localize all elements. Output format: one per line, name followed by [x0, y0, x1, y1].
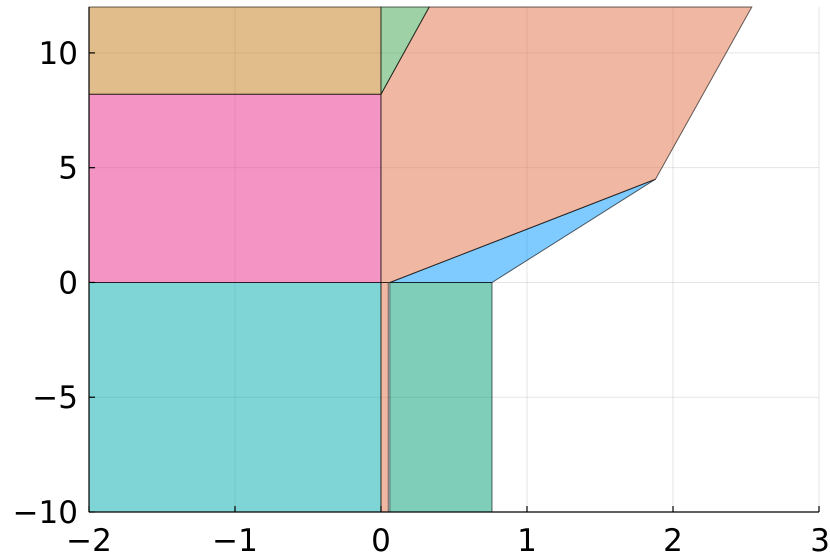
x-tick-label: −2 — [66, 523, 112, 554]
region-1 — [88, 282, 382, 513]
y-tick-label: 0 — [58, 265, 78, 301]
x-tick-label: 1 — [517, 523, 537, 554]
region-3 — [389, 282, 493, 513]
region-4 — [88, 93, 382, 283]
x-tick-label: 3 — [810, 523, 830, 554]
regions — [88, 6, 753, 513]
y-tick-label: −10 — [13, 495, 78, 531]
region-7 — [88, 6, 382, 95]
axes — [88, 7, 820, 513]
y-tick-label: 10 — [39, 36, 78, 72]
region-8 — [380, 6, 431, 95]
x-tick-label: 2 — [663, 523, 683, 554]
region-2 — [380, 282, 389, 513]
x-tick-label: 0 — [371, 523, 391, 554]
y-tick-label: 5 — [58, 151, 78, 187]
region-6 — [380, 6, 753, 283]
y-tick-label: −5 — [32, 380, 78, 416]
x-tick-label: −1 — [212, 523, 258, 554]
